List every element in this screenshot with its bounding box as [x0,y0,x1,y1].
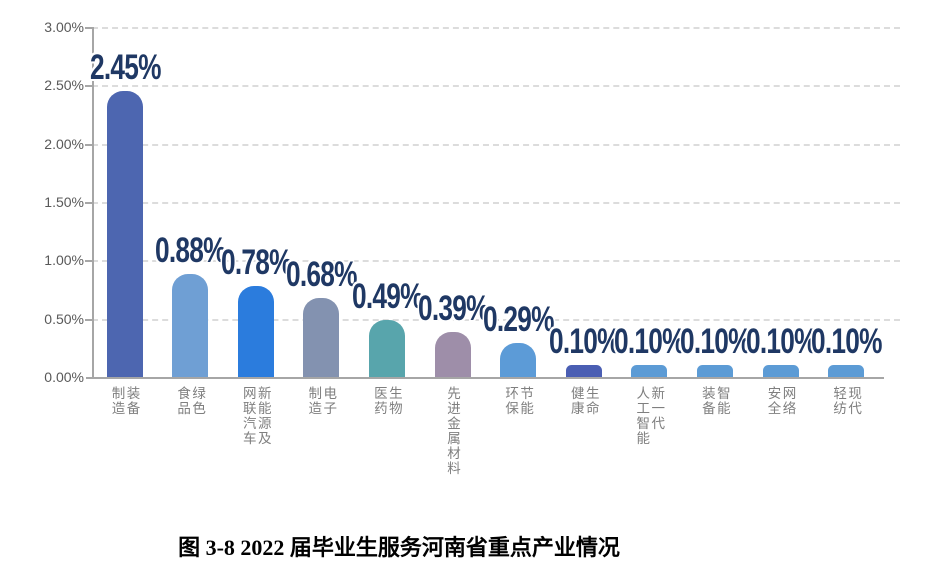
bar-value-label: 0.49% [351,276,423,316]
gridline [92,202,900,204]
y-axis-tick [85,318,92,321]
gridline [92,318,900,321]
gridline [92,143,900,146]
bar [696,365,733,377]
bar-value-label: 0.10% [745,322,817,362]
bar-value-label: 0.10% [679,322,751,362]
x-axis-label: 现代 轻纺 [831,386,862,416]
bar-value-label: 0.78% [220,243,292,282]
gridline [92,27,900,29]
gridline [92,85,900,88]
x-axis-label: 电子 制造 [306,386,337,416]
bar [303,297,340,377]
y-axis-tick-label: 0.50% [44,310,84,327]
x-axis-label: 智能 装备 [699,386,730,416]
x-axis-label: 绿色 食品 [175,386,206,416]
y-axis-tick [85,202,92,204]
bar-value-label: 0.68% [286,254,357,294]
gridline [92,260,900,263]
bar-value-label: 0.10% [614,322,685,362]
y-axis-line [92,27,94,377]
bar [565,365,602,377]
x-axis-label: 新一代 人工智能 [634,386,665,446]
bar-chart: 0.00% 0.50% 1.00% 1.50% 2.00% 2.50% 3.00% 2.45%… [44,19,900,476]
bar [828,365,865,377]
y-axis-tick [85,260,92,263]
bar-value-label: 2.45% [89,48,161,88]
y-axis-tick-label: 2.50% [44,77,84,94]
y-axis-tick-label: 3.00% [44,19,84,35]
y-axis-tick-label: 0.00% [44,369,84,385]
bar [172,274,209,377]
bar [237,286,274,377]
bar [434,331,471,377]
bar [106,91,143,377]
bar-value-label: 0.10% [548,322,620,362]
y-axis-tick-label: 1.50% [44,194,84,210]
x-axis-label: 先进金属材料 [445,386,460,476]
x-axis-label: 网络 安全 [765,386,796,416]
bar [500,343,537,377]
y-axis-tick [85,85,92,88]
x-axis-label: 装备 制造 [109,386,140,416]
x-axis-line [86,377,884,379]
y-axis-tick-label: 2.00% [44,135,84,152]
x-axis-label: 生命 健康 [568,386,599,416]
bar [762,365,799,377]
bar-value-label: 0.10% [811,322,882,362]
y-axis-tick [85,27,92,29]
bar-value-label: 0.88% [155,231,226,271]
bar [368,319,405,377]
bar-value-label: 0.29% [483,300,554,340]
figure-caption: 图 3-8 2022 届毕业生服务河南省重点产业情况 [178,535,620,560]
bar-value-label: 0.39% [417,288,489,328]
y-axis-tick-label: 1.00% [44,252,84,269]
y-axis-tick [85,143,92,146]
x-axis-label: 节能 环保 [503,386,534,416]
x-axis-label: 新能源及 网联汽车 [240,386,271,446]
bar [631,365,668,377]
x-axis-label: 生物 医药 [371,386,402,416]
